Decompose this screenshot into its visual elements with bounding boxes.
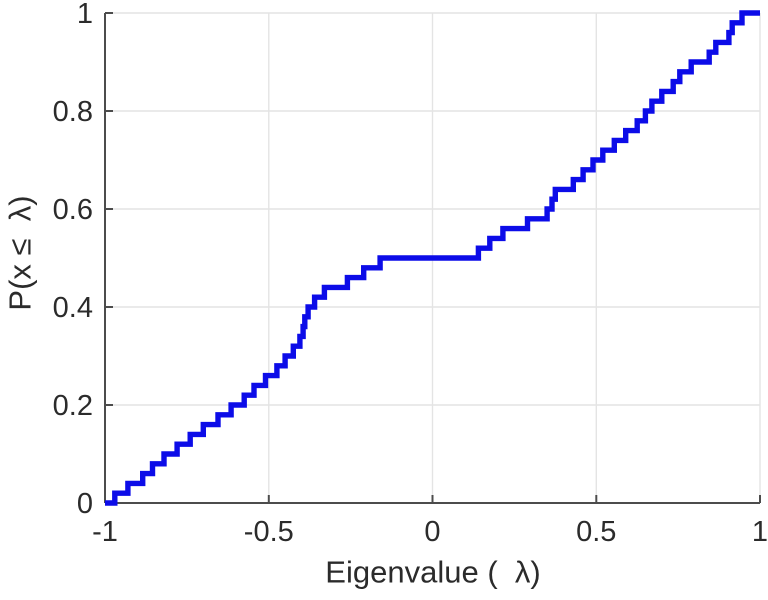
x-tick-label: -0.5: [244, 516, 294, 548]
x-tick-label: 0.5: [576, 516, 616, 548]
x-tick-label: 0: [424, 516, 440, 548]
x-tick-label: 1: [752, 516, 768, 548]
x-axis-label: Eigenvalue ( λ): [325, 554, 541, 590]
ecdf-curve: [105, 10, 760, 506]
y-tick-label: 0.8: [53, 96, 93, 128]
x-tick-label: -1: [92, 516, 118, 548]
y-tick-label: 0.6: [53, 194, 93, 226]
y-tick-label: 0: [77, 488, 93, 520]
y-tick-label: 1: [77, 0, 93, 30]
y-tick-label: 0.4: [53, 292, 93, 324]
y-tick-label: 0.2: [53, 390, 93, 422]
y-axis-label: P(x ≤ λ): [2, 195, 38, 311]
